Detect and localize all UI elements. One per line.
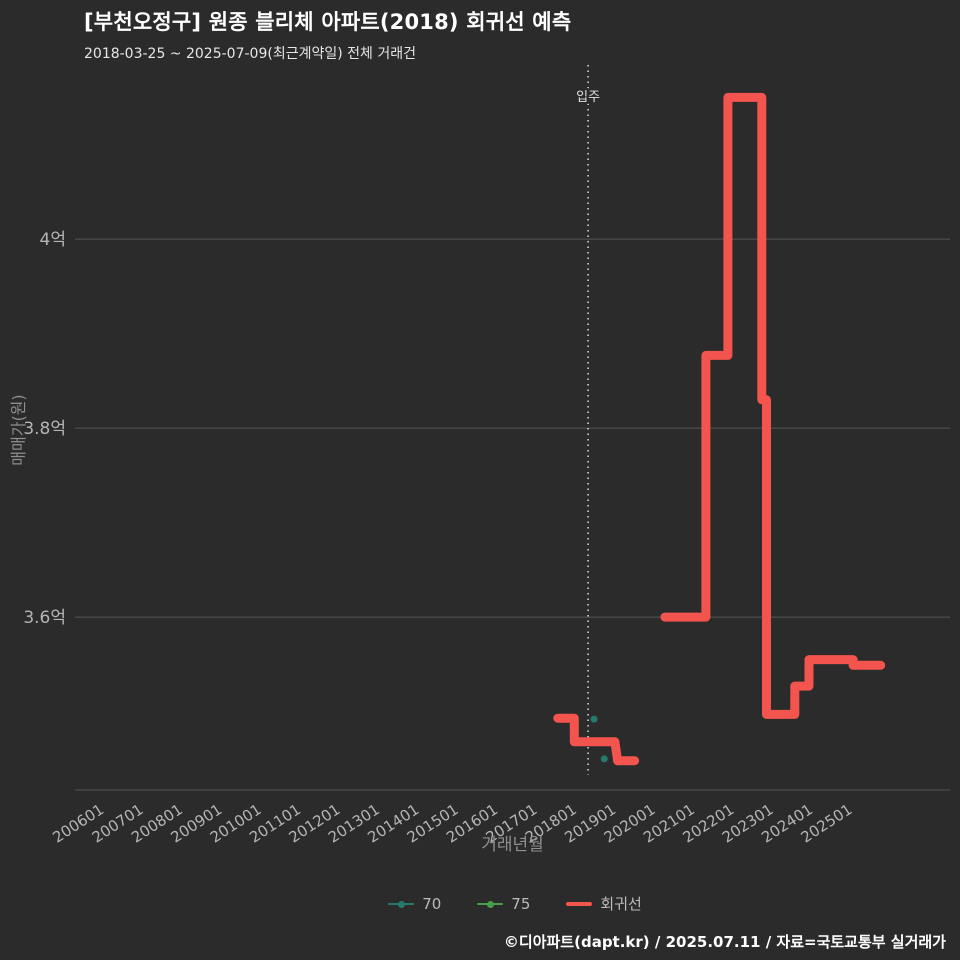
- scatter-point-70: [600, 755, 608, 763]
- page-title: [부천오정구] 원종 블리체 아파트(2018) 회귀선 예측: [84, 10, 572, 34]
- legend-dot: [398, 900, 406, 908]
- legend-label: 75: [511, 894, 531, 913]
- regression-line: [660, 92, 886, 719]
- footer-credit: ©디아파트(dapt.kr) / 2025.07.11 / 자료=국토교통부 실…: [503, 933, 946, 951]
- x-axis-title: 거래년월: [481, 835, 544, 855]
- legend-dot: [487, 900, 495, 908]
- y-tick-label: 4억: [40, 230, 66, 250]
- y-tick-label: 3.6억: [23, 608, 66, 628]
- legend-item-75: 75: [477, 895, 530, 913]
- legend-item-70: 70: [388, 895, 441, 913]
- legend-label: 회귀선: [600, 895, 642, 913]
- chart-header: [부천오정구] 원종 블리체 아파트(2018) 회귀선 예측 2018-03-…: [84, 6, 571, 63]
- page-subtitle: 2018-03-25 ~ 2025-07-09(최근계약일) 전체 거래건: [84, 46, 416, 62]
- legend-marker-icon: [388, 898, 415, 910]
- chart-legend: 70 75 회귀선: [0, 893, 960, 914]
- scatter-point-70: [590, 715, 598, 723]
- legend-item-회귀선: 회귀선: [566, 893, 642, 914]
- chart-canvas: 4억3.8억3.6억200601200701200801200901201001…: [23, 65, 950, 855]
- legend-marker-icon: [477, 898, 504, 910]
- y-tick-label: 3.8억: [23, 419, 66, 439]
- regression-line: [553, 713, 640, 766]
- annotation-label: 입주: [576, 90, 600, 105]
- legend-label: 70: [422, 894, 442, 913]
- legend-marker-icon: [566, 898, 593, 910]
- legend-line: [566, 901, 593, 906]
